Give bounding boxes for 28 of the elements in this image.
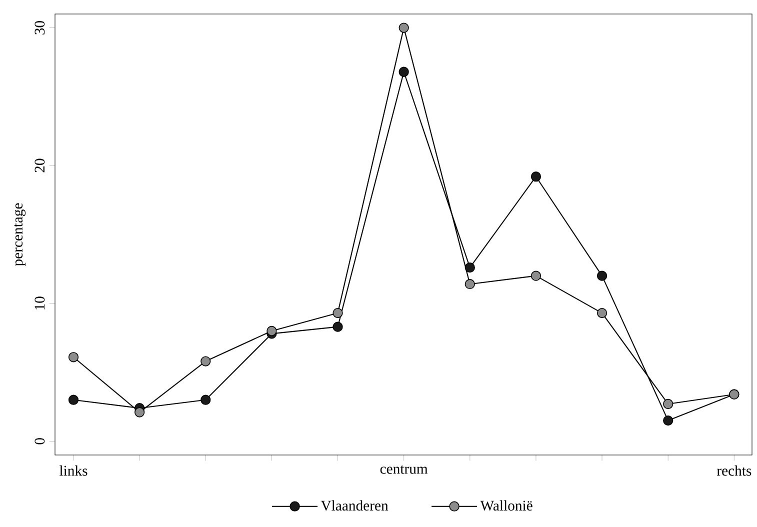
y-tick-label: 30 (34, 21, 45, 34)
point (134, 407, 145, 418)
point (530, 172, 542, 182)
legend-label: Vlaanderen (320, 500, 388, 511)
point (68, 352, 79, 362)
x-tick-label: rechts (716, 465, 752, 476)
point (332, 322, 343, 332)
y-tick-label: 20 (34, 158, 45, 172)
point (266, 326, 277, 336)
y-axis-title: percentage (14, 203, 26, 266)
point (663, 398, 674, 410)
legend-label: Wallonië (480, 500, 532, 511)
point (398, 66, 409, 77)
y-tick-label: 10 (34, 296, 45, 310)
point (530, 270, 542, 281)
point (200, 356, 211, 366)
point (200, 394, 211, 405)
y-tick-label: 0 (34, 438, 45, 444)
point (464, 279, 475, 290)
point (68, 394, 79, 405)
x-tick-label: links (60, 465, 88, 476)
point (663, 415, 674, 426)
x-tick-label: centrum (380, 465, 428, 474)
point (596, 270, 608, 281)
point (332, 308, 343, 318)
point (464, 262, 475, 273)
point (596, 308, 608, 318)
point (398, 22, 409, 33)
